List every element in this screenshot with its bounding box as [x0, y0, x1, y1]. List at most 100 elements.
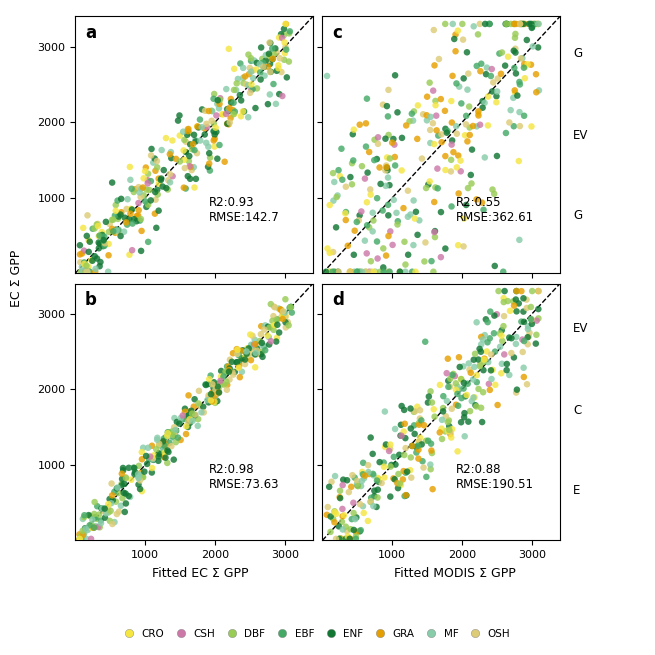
Point — [426, 398, 437, 408]
Point — [523, 332, 533, 343]
Point — [75, 267, 86, 277]
Point — [243, 80, 253, 90]
Point — [159, 445, 170, 455]
Point — [418, 109, 428, 119]
Point — [146, 143, 157, 154]
Point — [241, 346, 252, 357]
Point — [360, 267, 371, 277]
Point — [498, 293, 509, 303]
Point — [519, 316, 529, 327]
Point — [213, 388, 223, 398]
Point — [142, 458, 153, 469]
Point — [451, 46, 461, 56]
Point — [159, 440, 170, 451]
Point — [150, 187, 160, 197]
Point — [210, 384, 221, 395]
Point — [86, 519, 96, 530]
Point — [358, 458, 369, 468]
Point — [464, 358, 474, 369]
Point — [160, 453, 171, 463]
Point — [167, 135, 178, 145]
Point — [187, 144, 197, 155]
Point — [234, 372, 245, 383]
Point — [236, 111, 246, 121]
Point — [280, 310, 291, 321]
Point — [278, 314, 288, 324]
Point — [343, 533, 354, 543]
Point — [214, 99, 225, 109]
Point — [350, 534, 361, 544]
Point — [131, 216, 141, 227]
Point — [83, 210, 93, 221]
Point — [222, 380, 233, 390]
Point — [261, 50, 271, 60]
Point — [426, 256, 437, 267]
Point — [211, 110, 221, 121]
Point — [210, 398, 220, 408]
Point — [164, 430, 174, 441]
Point — [383, 130, 394, 140]
Point — [448, 147, 458, 157]
Point — [183, 390, 194, 401]
Point — [80, 267, 90, 277]
Point — [185, 161, 195, 172]
Point — [257, 54, 267, 64]
Point — [506, 348, 517, 358]
Point — [481, 62, 492, 73]
Point — [251, 64, 261, 75]
Point — [110, 227, 121, 238]
Point — [248, 84, 258, 94]
Point — [410, 406, 421, 417]
Point — [90, 264, 101, 274]
Point — [238, 63, 248, 73]
Point — [357, 267, 367, 277]
Point — [95, 257, 105, 267]
Text: R2:0.93
RMSE:142.7: R2:0.93 RMSE:142.7 — [208, 196, 279, 224]
Point — [133, 469, 143, 479]
Point — [430, 226, 440, 236]
Point — [480, 19, 491, 29]
Point — [382, 152, 392, 162]
Point — [398, 426, 409, 437]
Point — [527, 23, 537, 33]
Point — [270, 302, 280, 312]
Point — [133, 479, 143, 490]
Point — [85, 511, 96, 521]
Point — [360, 174, 370, 184]
Point — [497, 335, 508, 346]
Point — [485, 384, 495, 395]
Point — [207, 106, 217, 117]
Point — [469, 362, 479, 372]
Point — [243, 112, 253, 122]
Point — [436, 94, 446, 104]
Text: a: a — [85, 24, 96, 42]
Point — [98, 236, 109, 246]
Point — [533, 19, 544, 29]
Point — [121, 472, 131, 483]
Point — [252, 343, 262, 354]
Point — [470, 348, 480, 359]
Point — [337, 524, 348, 534]
Point — [408, 240, 419, 250]
Point — [495, 328, 505, 339]
Point — [399, 405, 409, 415]
Point — [401, 121, 411, 131]
Point — [428, 25, 439, 35]
Point — [522, 379, 533, 390]
Point — [521, 35, 532, 45]
Point — [187, 165, 197, 176]
Point — [201, 119, 212, 129]
Point — [168, 430, 178, 441]
Point — [138, 472, 148, 482]
Point — [171, 154, 181, 164]
Point — [185, 418, 195, 428]
Point — [141, 451, 151, 461]
Point — [168, 171, 178, 181]
Point — [225, 363, 235, 373]
Point — [502, 359, 512, 369]
Point — [446, 155, 457, 165]
Point — [329, 507, 340, 517]
Point — [428, 484, 438, 495]
Point — [165, 428, 176, 438]
Point — [411, 442, 421, 453]
